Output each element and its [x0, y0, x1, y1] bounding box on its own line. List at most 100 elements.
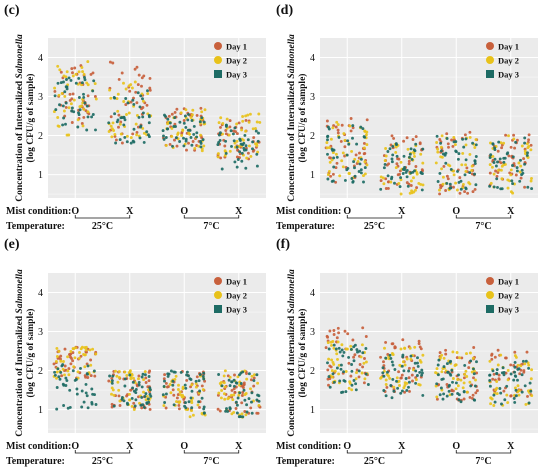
data-point-day3	[523, 384, 527, 388]
data-point-day3	[472, 367, 475, 371]
data-point-day3	[184, 125, 188, 129]
data-point-day2	[517, 393, 521, 397]
data-point-day2	[530, 394, 534, 398]
data-point-day2	[86, 60, 90, 64]
data-point-day3	[501, 366, 505, 370]
mist-value: X	[126, 206, 134, 217]
data-point-day2	[217, 391, 221, 395]
data-point-day1	[509, 363, 513, 367]
data-point-day3	[456, 169, 459, 173]
data-point-day3	[347, 142, 351, 146]
data-point-day3	[354, 388, 358, 392]
data-point-day3	[406, 184, 410, 188]
data-point-day1	[504, 133, 508, 137]
data-point-day3	[142, 405, 146, 409]
data-point-day1	[68, 92, 72, 96]
data-point-day1	[224, 132, 228, 136]
y-axis-title-line1: Concentration of Internalized	[15, 79, 25, 202]
data-point-day2	[202, 144, 206, 148]
data-point-day1	[136, 125, 140, 129]
data-point-day1	[512, 133, 516, 137]
data-point-day2	[394, 145, 398, 149]
data-point-day3	[256, 393, 260, 397]
data-point-day2	[468, 380, 472, 384]
data-point-day3	[163, 401, 167, 404]
data-point-day1	[148, 86, 152, 90]
data-point-day1	[352, 355, 356, 359]
data-point-day2	[175, 400, 178, 404]
data-point-day3	[132, 102, 136, 106]
data-point-day1	[444, 348, 448, 352]
data-point-day1	[435, 397, 439, 401]
data-point-day2	[436, 150, 440, 154]
data-point-day3	[505, 384, 509, 388]
data-point-day3	[192, 132, 196, 136]
legend-label: Day 1	[226, 277, 247, 287]
data-point-day2	[54, 360, 58, 363]
data-point-day3	[162, 137, 166, 141]
data-point-day3	[518, 179, 522, 183]
data-point-day2	[130, 404, 134, 408]
data-point-day1	[249, 378, 253, 382]
data-point-day2	[330, 343, 333, 347]
data-point-day3	[123, 377, 127, 381]
data-point-day3	[415, 374, 419, 377]
data-point-day1	[148, 88, 152, 92]
data-point-day2	[461, 386, 465, 390]
data-point-day2	[241, 119, 245, 123]
data-point-day3	[113, 112, 117, 116]
data-point-day3	[439, 141, 443, 145]
data-point-day3	[447, 389, 451, 393]
data-point-day3	[185, 370, 189, 374]
data-point-day3	[186, 128, 190, 132]
data-point-day3	[255, 373, 259, 377]
data-point-day2	[363, 160, 367, 164]
y-axis-title-line2: (log CFU/g of sample)	[297, 309, 308, 398]
data-point-day3	[164, 114, 167, 118]
data-point-day2	[60, 91, 64, 95]
mist-value: X	[235, 206, 243, 217]
data-point-day3	[82, 95, 86, 99]
data-point-day3	[510, 179, 514, 183]
data-point-day3	[473, 172, 477, 176]
data-point-day1	[237, 121, 241, 125]
data-point-day1	[172, 393, 176, 397]
data-point-day2	[506, 378, 510, 382]
data-point-day1	[332, 124, 336, 128]
data-point-day3	[404, 377, 408, 380]
data-point-day3	[396, 386, 400, 390]
data-point-day3	[416, 361, 419, 365]
data-point-day2	[451, 377, 455, 380]
data-point-day3	[421, 393, 425, 397]
data-point-day2	[129, 83, 133, 87]
data-point-day1	[234, 407, 238, 410]
data-point-day2	[388, 376, 392, 380]
data-point-day3	[496, 160, 499, 164]
data-point-day3	[520, 173, 524, 177]
data-point-day3	[516, 378, 519, 382]
data-point-day1	[175, 144, 179, 148]
legend-label: Day 3	[498, 305, 519, 315]
data-point-day3	[450, 392, 454, 396]
data-point-day2	[385, 372, 389, 376]
temperature-label: Temperature:	[276, 221, 335, 232]
data-point-day2	[360, 343, 364, 347]
data-point-day2	[247, 120, 251, 124]
data-point-day3	[326, 125, 330, 129]
data-point-day1	[401, 338, 405, 342]
data-point-day2	[142, 378, 146, 382]
data-point-day2	[506, 186, 510, 190]
data-point-day2	[67, 106, 71, 110]
data-point-day3	[65, 379, 69, 383]
data-point-day1	[136, 83, 140, 87]
data-point-day2	[222, 374, 226, 378]
data-point-day3	[162, 385, 166, 388]
data-point-day3	[517, 367, 521, 371]
y-axis-title: Concentration of Internalized Salmonella	[287, 34, 297, 202]
data-point-day1	[472, 346, 476, 349]
data-point-day1	[445, 383, 449, 386]
data-point-day2	[111, 121, 115, 125]
data-point-day3	[448, 383, 451, 387]
data-point-day1	[379, 355, 383, 359]
data-point-day3	[500, 402, 503, 406]
